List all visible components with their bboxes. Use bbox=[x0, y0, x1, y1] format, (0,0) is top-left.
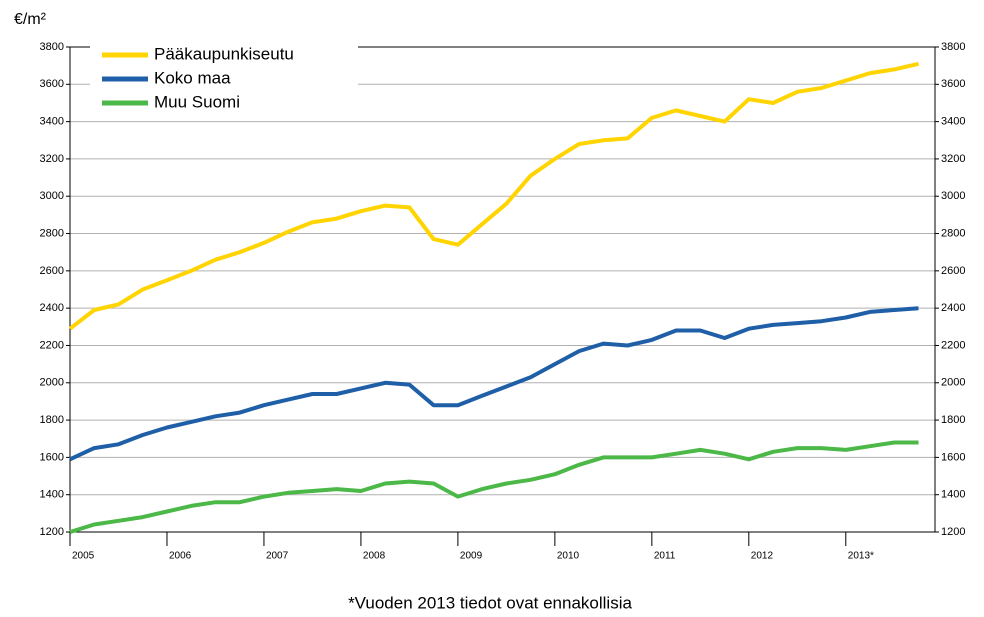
plot-frame bbox=[69, 46, 936, 533]
y-tick-label: 2600 bbox=[40, 265, 64, 277]
x-tick-label: 2007 bbox=[266, 551, 289, 562]
x-tick-label: 2010 bbox=[557, 551, 580, 562]
y-tick-label: 1400 bbox=[40, 489, 64, 501]
legend-label: Pääkaupunkiseutu bbox=[154, 44, 294, 63]
y2-tick-label: 1200 bbox=[941, 526, 965, 538]
y2-tick-label: 1800 bbox=[941, 414, 965, 426]
x-tick-label: 2005 bbox=[72, 551, 95, 562]
y2-tick-label: 2800 bbox=[941, 227, 965, 239]
y2-tick-label: 2000 bbox=[941, 377, 965, 389]
y2-tick-label: 1400 bbox=[941, 489, 965, 501]
y-tick-label: 3800 bbox=[40, 41, 64, 53]
y-tick-label: 1800 bbox=[40, 414, 64, 426]
x-tick-label: 2013* bbox=[848, 551, 874, 562]
y2-tick-label: 2200 bbox=[941, 339, 965, 351]
x-tick-label: 2006 bbox=[169, 551, 192, 562]
y2-tick-label: 3600 bbox=[941, 78, 965, 90]
series-line bbox=[68, 61, 919, 331]
y-tick-label: 2200 bbox=[40, 339, 64, 351]
y-tick-label: 3400 bbox=[40, 116, 64, 128]
y-tick-label: 2000 bbox=[40, 377, 64, 389]
y-tick-label: 3200 bbox=[40, 153, 64, 165]
x-tick-label: 2008 bbox=[363, 551, 386, 562]
y2-tick-label: 3000 bbox=[941, 190, 965, 202]
y2-tick-label: 3400 bbox=[941, 116, 965, 128]
legend-label: Koko maa bbox=[154, 68, 231, 87]
y2-tick-label: 3800 bbox=[941, 41, 965, 53]
y2-tick-label: 2600 bbox=[941, 265, 965, 277]
y2-tick-label: 3200 bbox=[941, 153, 965, 165]
legend-label: Muu Suomi bbox=[154, 92, 240, 111]
y-tick-label: 1200 bbox=[40, 526, 64, 538]
y-tick-label: 2800 bbox=[40, 227, 64, 239]
x-tick-label: 2009 bbox=[460, 551, 483, 562]
y2-tick-label: 1600 bbox=[941, 451, 965, 463]
x-tick-label: 2012 bbox=[751, 551, 774, 562]
x-tick-label: 2011 bbox=[654, 551, 676, 562]
series-line bbox=[69, 306, 919, 462]
y-tick-label: 1600 bbox=[40, 451, 64, 463]
y2-tick-label: 2400 bbox=[941, 302, 965, 314]
series-line bbox=[69, 440, 919, 534]
footnote: *Vuoden 2013 tiedot ovat ennakollisia bbox=[348, 593, 632, 612]
y-tick-label: 2400 bbox=[40, 302, 64, 314]
y-tick-label: 3600 bbox=[40, 78, 64, 90]
y-tick-label: 3000 bbox=[40, 190, 64, 202]
legend: Pääkaupunkiseutu Koko maa Muu Suomi bbox=[90, 40, 358, 120]
y-unit: €/m² bbox=[14, 11, 47, 28]
